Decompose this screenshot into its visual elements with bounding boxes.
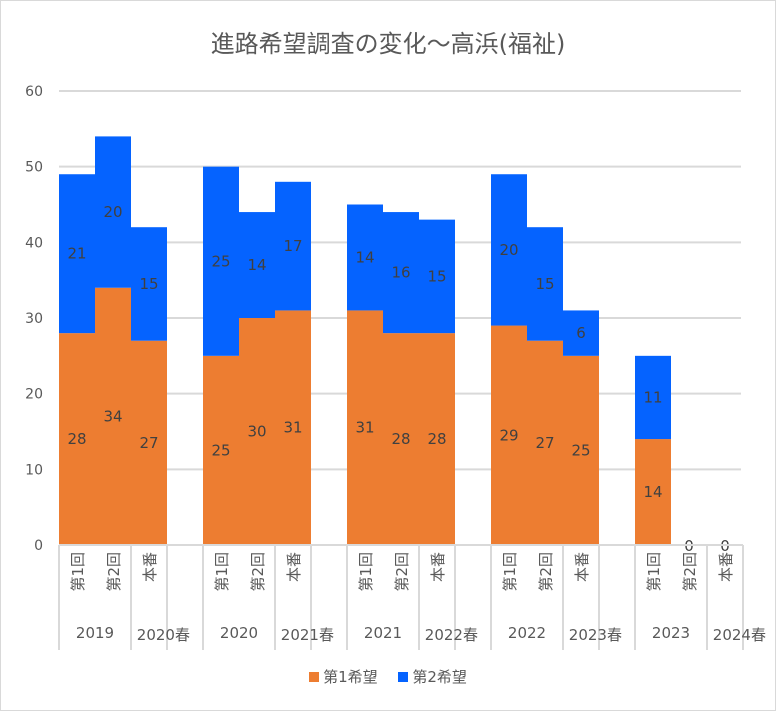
- data-label: 27: [535, 434, 554, 452]
- data-label: 21: [67, 245, 86, 263]
- bar-segment: [131, 340, 167, 545]
- category-tick-label: 本番: [717, 552, 735, 582]
- bar-segment: [203, 355, 239, 545]
- group-season-label: 2021春: [281, 626, 334, 644]
- category-tick-label: 第2回: [249, 552, 267, 592]
- bar-segment: [635, 439, 671, 545]
- group-year-label: 2023: [652, 624, 690, 642]
- bar-segment: [563, 310, 599, 356]
- group-year-label: 2020: [220, 624, 258, 642]
- bar-segment: [563, 355, 599, 545]
- data-label: 14: [355, 248, 374, 266]
- legend-label-second-choice: 第2希望: [412, 668, 467, 686]
- legend-label-first-choice: 第1希望: [323, 668, 378, 686]
- group-season-label: 2020春: [137, 626, 190, 644]
- category-tick-label: 第1回: [69, 552, 87, 592]
- data-label: 6: [576, 324, 586, 342]
- bar-segment: [491, 325, 527, 545]
- category-tick-label: 本番: [141, 552, 159, 582]
- category-tick-label: 第1回: [645, 552, 663, 592]
- legend-item-second-choice: 第2希望: [398, 666, 467, 687]
- category-tick-label: 第2回: [537, 552, 555, 592]
- legend-item-first-choice: 第1希望: [309, 666, 378, 687]
- bar-segment: [347, 310, 383, 545]
- legend-swatch-first-choice: [309, 671, 320, 682]
- bar-segment: [419, 333, 455, 545]
- data-label: 27: [139, 434, 158, 452]
- data-label: 31: [355, 419, 374, 437]
- group-year-label: 2022: [508, 624, 546, 642]
- bar-segment: [527, 340, 563, 545]
- category-tick-label: 第1回: [501, 552, 519, 592]
- category-tick-label: 第2回: [393, 552, 411, 592]
- category-tick-label: 本番: [285, 552, 303, 582]
- bar-segment: [203, 166, 239, 356]
- data-label: 11: [643, 388, 662, 406]
- group-season-label: 2024春: [713, 626, 766, 644]
- bar-segment: [635, 355, 671, 440]
- y-tick-label: 20: [25, 387, 43, 403]
- legend-swatch-second-choice: [398, 671, 409, 682]
- data-label: 34: [103, 407, 122, 425]
- data-label: 14: [247, 256, 266, 274]
- bar-segment: [527, 227, 563, 341]
- bar-segment: [95, 136, 131, 288]
- group-season-label: 2022春: [425, 626, 478, 644]
- data-label: 16: [391, 264, 410, 282]
- y-tick-label: 40: [25, 235, 43, 251]
- group-year-label: 2021: [364, 624, 402, 642]
- data-label: 15: [427, 267, 446, 285]
- data-label: 31: [283, 419, 302, 437]
- group-year-label: 2019: [76, 624, 114, 642]
- chart-title: 進路希望調査の変化～高浜(福祉): [210, 30, 566, 58]
- data-label: 29: [499, 426, 518, 444]
- bar-segment: [59, 333, 95, 545]
- bar-segment: [275, 310, 311, 545]
- data-label: 30: [247, 423, 266, 441]
- bar-segment: [383, 333, 419, 545]
- data-label: 17: [283, 237, 302, 255]
- y-tick-label: 30: [25, 311, 43, 327]
- y-tick-label: 60: [25, 84, 43, 100]
- y-tick-label: 0: [34, 538, 43, 554]
- data-label: 28: [67, 430, 86, 448]
- data-label: 25: [211, 441, 230, 459]
- data-label: 28: [427, 430, 446, 448]
- bar-segment: [131, 227, 167, 341]
- bar-segment: [239, 212, 275, 318]
- category-tick-label: 本番: [429, 552, 447, 582]
- bar-segment: [239, 318, 275, 545]
- data-label: 20: [499, 241, 518, 259]
- data-label: 25: [211, 252, 230, 270]
- data-label: 28: [391, 430, 410, 448]
- bar-segment: [347, 204, 383, 311]
- data-label: 20: [103, 203, 122, 221]
- data-label: 25: [571, 441, 590, 459]
- bar-segment: [275, 181, 311, 311]
- group-season-label: 2023春: [569, 626, 622, 644]
- legend: 第1希望 第2希望: [0, 666, 776, 687]
- y-tick-label: 10: [25, 462, 43, 478]
- y-tick-label: 50: [25, 160, 43, 176]
- bar-segment: [419, 219, 455, 334]
- bar-segment: [383, 212, 419, 334]
- category-tick-label: 第2回: [681, 552, 699, 592]
- bar-segment: [95, 287, 131, 545]
- category-tick-label: 第1回: [357, 552, 375, 592]
- category-tick-label: 本番: [573, 552, 591, 582]
- category-tick-label: 第1回: [213, 552, 231, 592]
- data-label: 15: [139, 275, 158, 293]
- data-label: 14: [643, 483, 662, 501]
- category-tick-label: 第2回: [105, 552, 123, 592]
- bar-segment: [491, 174, 527, 326]
- bar-segment: [59, 174, 95, 334]
- data-label: 15: [535, 275, 554, 293]
